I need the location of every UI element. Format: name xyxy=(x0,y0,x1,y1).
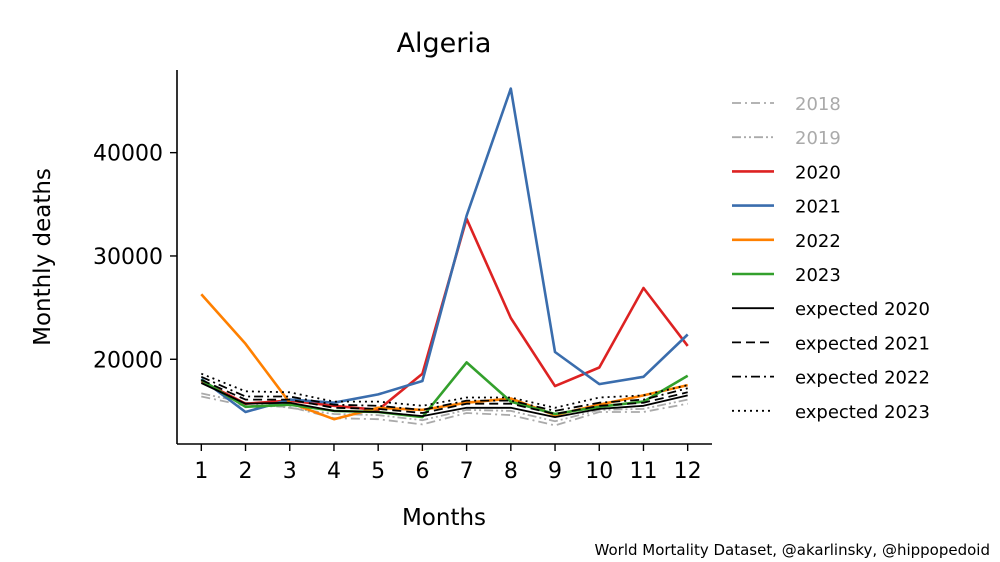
legend-label-2020: 2020 xyxy=(795,162,841,183)
credit-text: World Mortality Dataset, @akarlinsky, @h… xyxy=(595,541,990,559)
x-tick-label: 5 xyxy=(371,459,385,484)
x-tick-label: 7 xyxy=(460,459,474,484)
y-ticks: 20000 30000 40000 xyxy=(93,142,177,373)
series-line-expected-2023 xyxy=(200,372,688,409)
legend-label-2022: 2022 xyxy=(795,231,841,252)
x-axis-label: Months xyxy=(402,505,486,531)
x-ticks: 1 2 3 4 5 6 7 8 9 10 11 12 xyxy=(194,444,702,484)
y-axis-label: Monthly deaths xyxy=(30,168,56,346)
legend-label-expected-2021: expected 2021 xyxy=(795,333,930,354)
x-tick-label: 12 xyxy=(674,459,702,484)
x-tick-label: 1 xyxy=(194,459,208,484)
x-tick-label: 10 xyxy=(585,459,613,484)
series-line-expected-2022 xyxy=(200,375,688,412)
legend-label-expected-2023: expected 2023 xyxy=(795,402,930,423)
legend-label-2021: 2021 xyxy=(795,197,841,218)
x-tick-label: 2 xyxy=(239,459,253,484)
y-tick-label: 20000 xyxy=(93,348,163,373)
plot-lines xyxy=(200,87,689,427)
legend-label-expected-2020: expected 2020 xyxy=(795,299,930,320)
series-line-expected-2020 xyxy=(200,382,688,419)
legend-label-2018: 2018 xyxy=(795,94,841,115)
y-tick-label: 40000 xyxy=(93,142,163,167)
series-line-2018 xyxy=(201,395,688,427)
series-line-2019 xyxy=(201,392,688,423)
legend-label-2023: 2023 xyxy=(795,265,841,286)
x-tick-label: 8 xyxy=(504,459,518,484)
series-line-expected-2021 xyxy=(200,379,688,415)
x-tick-label: 6 xyxy=(415,459,429,484)
legend-label-expected-2022: expected 2022 xyxy=(795,368,930,389)
legend: 2018 2019 2020 2021 2022 2023 expected 2020 exp… xyxy=(732,94,930,423)
x-tick-label: 11 xyxy=(629,459,657,484)
series-line-2021 xyxy=(200,87,689,414)
x-tick-label: 9 xyxy=(548,459,562,484)
y-tick-label: 30000 xyxy=(93,245,163,270)
chart-title: Algeria xyxy=(397,28,492,59)
axes xyxy=(176,70,712,445)
x-tick-label: 3 xyxy=(283,459,297,484)
legend-label-2019: 2019 xyxy=(795,128,841,149)
x-tick-label: 4 xyxy=(327,459,341,484)
